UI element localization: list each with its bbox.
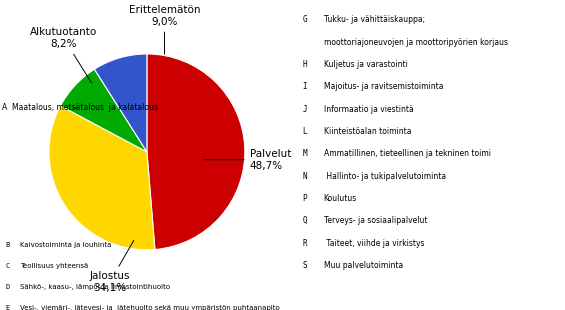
Text: Kaivostoiminta ja louhinta: Kaivostoiminta ja louhinta bbox=[20, 242, 111, 248]
Text: R: R bbox=[302, 239, 307, 248]
Text: Teollisuus yhteensä: Teollisuus yhteensä bbox=[20, 263, 88, 269]
Text: I: I bbox=[302, 82, 307, 91]
Text: Erittelemätön
9,0%: Erittelemätön 9,0% bbox=[129, 5, 200, 54]
Text: Palvelut
48,7%: Palvelut 48,7% bbox=[203, 149, 291, 170]
Text: Alkutuotanto
8,2%: Alkutuotanto 8,2% bbox=[30, 28, 97, 83]
Text: M: M bbox=[302, 149, 307, 158]
Text: N: N bbox=[302, 172, 307, 181]
Text: Majoitus- ja ravitsemistoiminta: Majoitus- ja ravitsemistoiminta bbox=[324, 82, 444, 91]
Text: Kiinteistöalan toiminta: Kiinteistöalan toiminta bbox=[324, 127, 411, 136]
Text: E: E bbox=[6, 305, 10, 310]
Text: Vesi-, viemäri-, jätevesi- ja  jätehuolto sekä muu ympäristön puhtaanapito: Vesi-, viemäri-, jätevesi- ja jätehuolto… bbox=[20, 305, 280, 310]
Text: Ammatillinen, tieteellinen ja tekninen toimi: Ammatillinen, tieteellinen ja tekninen t… bbox=[324, 149, 491, 158]
Wedge shape bbox=[147, 54, 245, 250]
Wedge shape bbox=[94, 54, 147, 152]
Text: Jalostus
34,1%: Jalostus 34,1% bbox=[89, 241, 134, 293]
Text: Kuljetus ja varastointi: Kuljetus ja varastointi bbox=[324, 60, 407, 69]
Text: Tukku- ja vähittäiskauppa;: Tukku- ja vähittäiskauppa; bbox=[324, 16, 425, 24]
Wedge shape bbox=[60, 69, 147, 152]
Text: J: J bbox=[302, 105, 307, 114]
Text: A  Maatalous, metsätalous  ja kalatalous: A Maatalous, metsätalous ja kalatalous bbox=[2, 103, 158, 112]
Text: Hallinto- ja tukipalvelutoiminta: Hallinto- ja tukipalvelutoiminta bbox=[324, 172, 446, 181]
Text: moottoriajoneuvojen ja moottoripyörien korjaus: moottoriajoneuvojen ja moottoripyörien k… bbox=[324, 38, 508, 47]
Text: Terveys- ja sosiaalipalvelut: Terveys- ja sosiaalipalvelut bbox=[324, 216, 427, 225]
Text: Taiteet, viihde ja virkistys: Taiteet, viihde ja virkistys bbox=[324, 239, 424, 248]
Text: Sähkö-, kaasu-, lämpö- ja ilmastointihuolto: Sähkö-, kaasu-, lämpö- ja ilmastointihuo… bbox=[20, 284, 170, 290]
Text: G: G bbox=[302, 16, 307, 24]
Text: Q: Q bbox=[302, 216, 307, 225]
Text: Informaatio ja viestintä: Informaatio ja viestintä bbox=[324, 105, 414, 114]
Text: B: B bbox=[6, 242, 10, 248]
Text: S: S bbox=[302, 261, 307, 270]
Text: C: C bbox=[6, 263, 10, 269]
Text: Muu palvelutoiminta: Muu palvelutoiminta bbox=[324, 261, 403, 270]
Text: D: D bbox=[6, 284, 10, 290]
Text: P: P bbox=[302, 194, 307, 203]
Wedge shape bbox=[49, 106, 155, 250]
Text: L: L bbox=[302, 127, 307, 136]
Text: H: H bbox=[302, 60, 307, 69]
Text: Koulutus: Koulutus bbox=[324, 194, 357, 203]
